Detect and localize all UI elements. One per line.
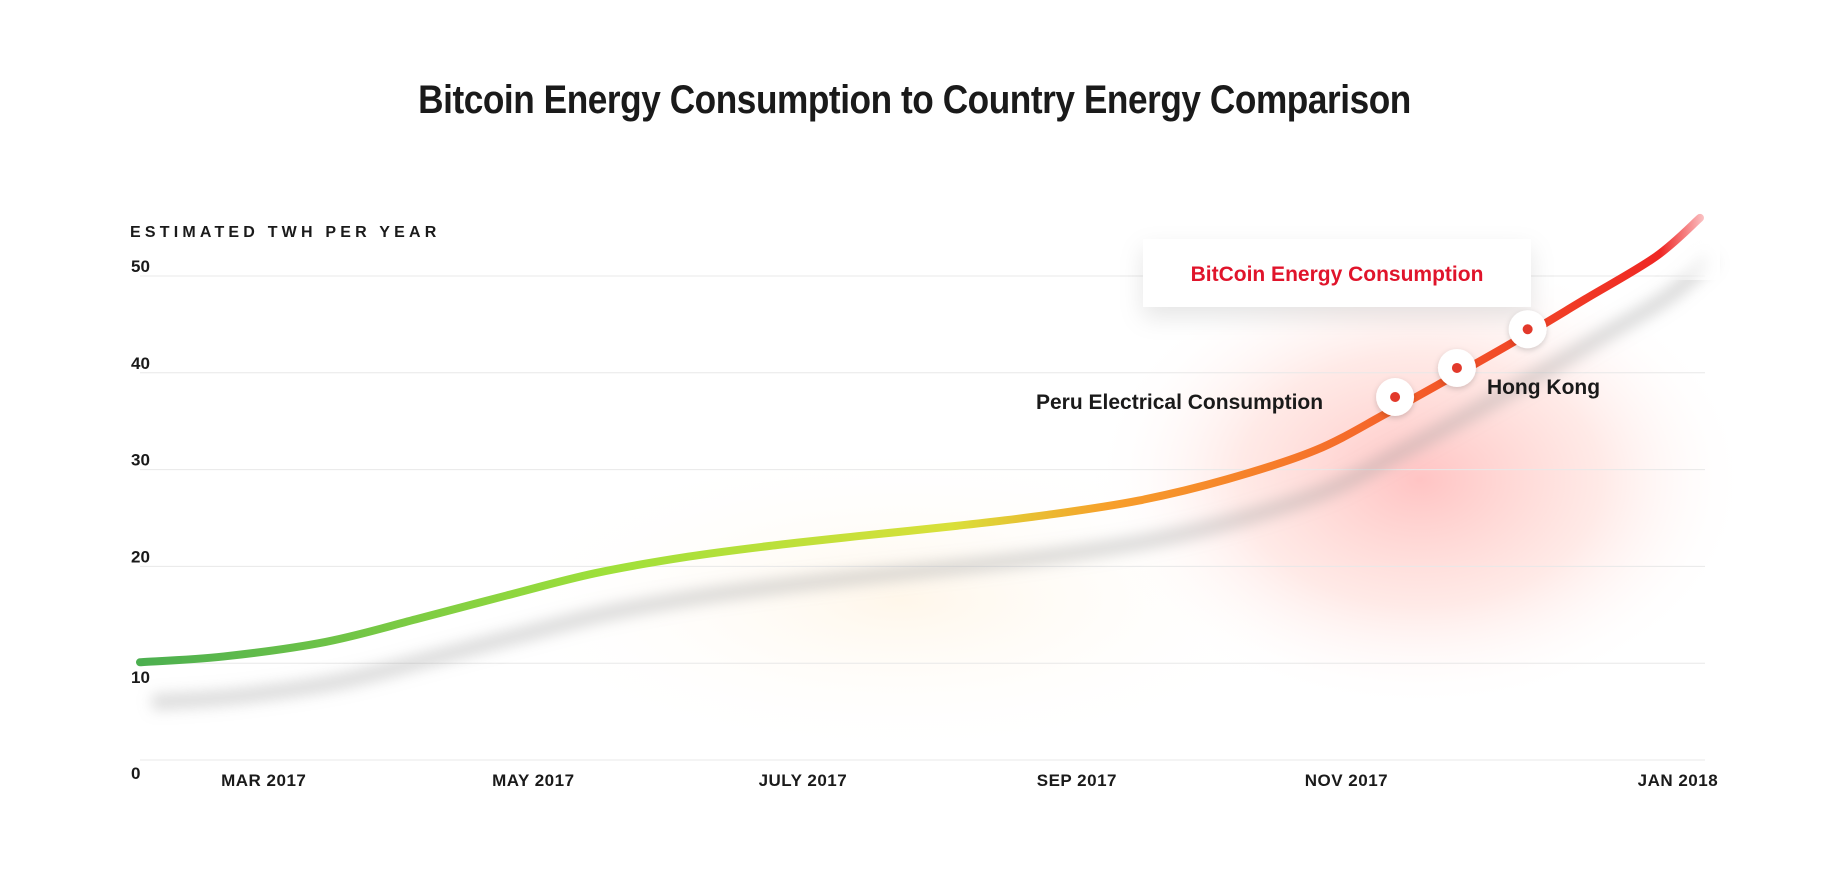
series-shadow	[151, 251, 1718, 711]
chart-title: Bitcoin Energy Consumption to Country En…	[418, 78, 1411, 122]
legend-box	[1143, 239, 1531, 307]
legend: BitCoin Energy Consumption	[1143, 239, 1531, 307]
data-point	[1437, 348, 1476, 387]
annotation-label: Hong Kong	[1487, 376, 1600, 399]
y-tick-label: 10	[131, 668, 150, 687]
y-tick-label: 40	[131, 354, 150, 373]
series-layer	[136, 200, 1720, 711]
annotations: Peru Electrical Consumption Hong Kong	[1036, 376, 1600, 414]
y-tick-label: 0	[131, 764, 140, 783]
data-point	[1376, 378, 1415, 416]
x-tick-label: SEP 2017	[1037, 771, 1117, 790]
x-tick-label: JULY 2017	[759, 771, 848, 790]
series-line	[136, 213, 1704, 667]
y-axis-label: ESTIMATED TWH PER YEAR	[130, 224, 441, 241]
data-point-dot	[1390, 392, 1401, 402]
x-tick-label: NOV 2017	[1305, 771, 1388, 790]
x-tick-label: MAR 2017	[221, 771, 306, 790]
annotation-label: Peru Electrical Consumption	[1036, 391, 1323, 414]
data-point	[1508, 310, 1547, 349]
y-tick-label: 30	[131, 451, 150, 470]
x-tick-label: JAN 2018	[1638, 771, 1719, 790]
data-point-dot	[1451, 362, 1462, 373]
legend-label: BitCoin Energy Consumption	[1191, 263, 1484, 286]
line-end-fade	[1660, 200, 1720, 280]
y-tick-label: 20	[131, 547, 150, 566]
x-axis-ticks: MAR 2017 MAY 2017 JULY 2017 SEP 2017 NOV 201…	[221, 771, 1718, 790]
y-axis-ticks: 0 10 20 30 40 50	[131, 257, 150, 783]
background-glow	[480, 250, 1750, 760]
data-point-dot	[1522, 324, 1533, 335]
x-tick-label: MAY 2017	[492, 771, 574, 790]
y-tick-label: 50	[131, 257, 150, 276]
points-layer	[1376, 310, 1547, 416]
